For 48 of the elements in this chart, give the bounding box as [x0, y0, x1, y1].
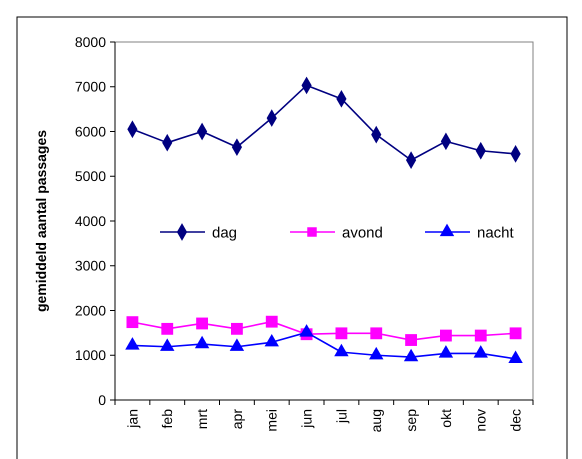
- point: [438, 345, 454, 358]
- point: [299, 324, 314, 337]
- x-tick-label: dec: [507, 409, 524, 432]
- point: [230, 338, 244, 351]
- point: [510, 327, 522, 340]
- x-tick-label: mei: [264, 409, 280, 432]
- x-tick-label: okt: [438, 408, 454, 428]
- x-tick-label: feb: [159, 408, 176, 428]
- point: [231, 322, 243, 335]
- y-axis-title: gemiddeld aantal passages: [33, 130, 49, 312]
- point: [266, 316, 278, 328]
- legend-label: avond: [342, 224, 383, 242]
- y-tick-label: 7000: [74, 78, 106, 95]
- point: [474, 345, 488, 358]
- x-tick-label: apr: [228, 408, 245, 430]
- point: [196, 318, 208, 330]
- point: [125, 337, 140, 350]
- point: [404, 348, 418, 362]
- legend-label: nacht: [477, 224, 515, 242]
- point: [334, 344, 349, 356]
- x-tick-label: mrt: [194, 408, 210, 430]
- point: [161, 322, 174, 335]
- y-tick-label: 3000: [74, 258, 106, 274]
- point: [194, 336, 210, 348]
- x-tick-label: jun: [298, 409, 314, 429]
- point: [160, 338, 174, 351]
- point: [369, 346, 384, 360]
- x-tick-label: nov: [472, 409, 489, 432]
- point: [440, 330, 452, 342]
- point: [126, 316, 138, 328]
- x-tick-label: jul: [333, 409, 350, 424]
- y-tick-label: 1000: [74, 347, 106, 364]
- y-tick-label: 8000: [74, 34, 106, 50]
- point: [474, 330, 487, 342]
- point: [370, 327, 382, 340]
- x-tick-label: jan: [124, 409, 140, 429]
- y-tick-label: 4000: [74, 212, 106, 229]
- y-tick-label: 5000: [74, 168, 106, 184]
- y-tick-label: 6000: [74, 123, 106, 140]
- x-tick-label: sep: [402, 408, 419, 432]
- y-tick-label: 0: [98, 392, 106, 408]
- point: [508, 350, 523, 363]
- point: [336, 327, 348, 340]
- legend-label: dag: [212, 224, 238, 242]
- y-tick-label: 2000: [74, 302, 106, 318]
- point: [264, 334, 279, 346]
- x-tick-label: aug: [368, 409, 384, 432]
- point: [405, 334, 417, 346]
